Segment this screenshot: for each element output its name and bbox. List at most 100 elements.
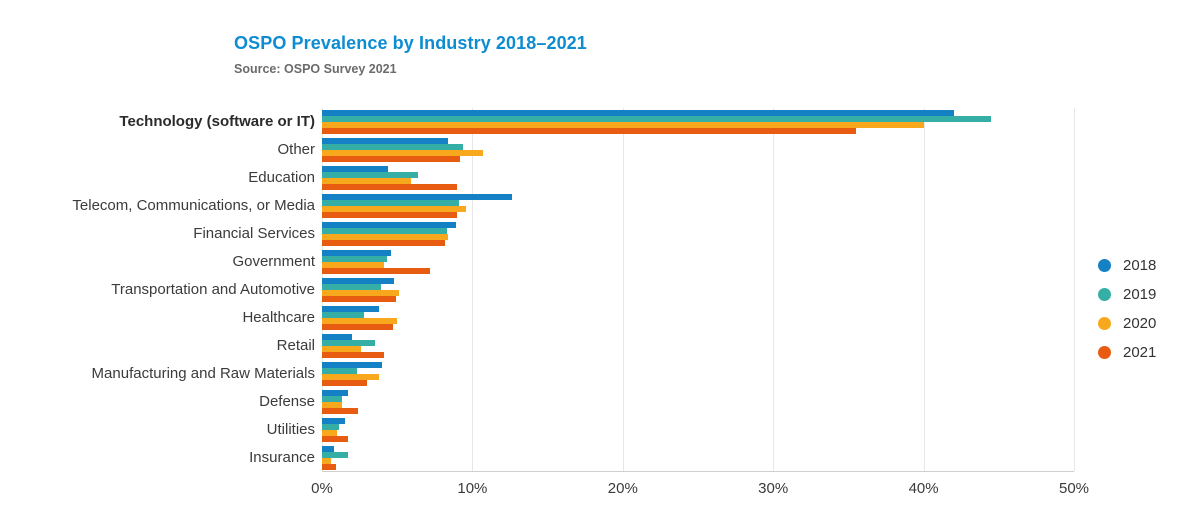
x-tick-label: 10% xyxy=(457,480,488,497)
bar-2021 xyxy=(322,380,368,386)
bar-group xyxy=(322,248,1074,276)
bar-group xyxy=(322,304,1074,332)
category-label: Transportation and Automotive xyxy=(111,281,315,298)
legend-swatch-icon xyxy=(1098,288,1111,301)
bar-2020 xyxy=(322,178,411,184)
bar-2021 xyxy=(322,324,393,330)
bar-2021 xyxy=(322,352,384,358)
bar-2021 xyxy=(322,184,458,190)
bar-2020 xyxy=(322,318,398,324)
legend-label: 2020 xyxy=(1123,315,1157,332)
bar-2021 xyxy=(322,296,396,302)
bar-2021 xyxy=(322,464,336,470)
category-label: Other xyxy=(277,141,315,158)
bar-2020 xyxy=(322,346,362,352)
bar-2019 xyxy=(322,116,992,122)
chart-title: OSPO Prevalence by Industry 2018–2021 xyxy=(234,33,587,53)
bar-group xyxy=(322,164,1074,192)
x-tick-label: 20% xyxy=(607,480,638,497)
category-label: Technology (software or IT) xyxy=(119,113,315,130)
bar-2018 xyxy=(322,362,383,368)
bar-2020 xyxy=(322,262,384,268)
bar-2021 xyxy=(322,408,359,414)
bar-rows xyxy=(322,108,1074,472)
bar-2018 xyxy=(322,334,353,340)
bar-2021 xyxy=(322,156,461,162)
bar-2018 xyxy=(322,166,389,172)
legend-item: 2018 xyxy=(1098,251,1156,280)
bar-2020 xyxy=(322,150,483,156)
x-tick-label: 50% xyxy=(1058,480,1090,497)
bar-2020 xyxy=(322,402,342,408)
bar-2019 xyxy=(322,312,365,318)
category-label: Financial Services xyxy=(193,225,315,242)
bar-group xyxy=(322,108,1074,136)
bar-2018 xyxy=(322,138,449,144)
gridline xyxy=(472,108,474,471)
bar-2018 xyxy=(322,110,954,116)
legend-swatch-icon xyxy=(1098,259,1111,272)
bar-2019 xyxy=(322,368,357,374)
bar-2021 xyxy=(322,128,856,134)
bar-2019 xyxy=(322,200,459,206)
legend-label: 2018 xyxy=(1123,257,1157,274)
legend-swatch-icon xyxy=(1098,346,1111,359)
gridline xyxy=(1074,108,1075,471)
bar-2018 xyxy=(322,278,395,284)
bar-group xyxy=(322,360,1074,388)
bar-2020 xyxy=(322,290,399,296)
gridline xyxy=(923,108,925,471)
bar-2019 xyxy=(322,228,447,234)
legend-label: 2019 xyxy=(1123,286,1157,303)
x-tick-label: 30% xyxy=(758,480,789,497)
bar-2020 xyxy=(322,374,380,380)
bar-2019 xyxy=(322,284,381,290)
bar-2020 xyxy=(322,234,449,240)
bar-2018 xyxy=(322,250,392,256)
bar-group xyxy=(322,416,1074,444)
plot-area xyxy=(322,108,1075,472)
bar-2018 xyxy=(322,390,348,396)
bar-2019 xyxy=(322,256,387,262)
category-label: Telecom, Communications, or Media xyxy=(72,197,315,214)
bar-2018 xyxy=(322,194,512,200)
bar-2018 xyxy=(322,418,345,424)
legend: 2018 2019 2020 2021 xyxy=(1098,251,1156,367)
bar-2020 xyxy=(322,430,338,436)
category-label: Insurance xyxy=(249,449,315,466)
legend-item: 2021 xyxy=(1098,338,1156,367)
bar-group xyxy=(322,136,1074,164)
x-tick-label: 0% xyxy=(311,480,333,497)
category-label: Retail xyxy=(276,337,315,354)
category-label: Education xyxy=(248,169,315,186)
bar-group xyxy=(322,332,1074,360)
bar-group xyxy=(322,276,1074,304)
bar-2020 xyxy=(322,122,924,128)
bar-2019 xyxy=(322,424,339,430)
bar-2019 xyxy=(322,144,464,150)
category-label: Utilities xyxy=(266,421,315,438)
category-label: Manufacturing and Raw Materials xyxy=(91,365,315,382)
bar-group xyxy=(322,192,1074,220)
chart-subtitle: Source: OSPO Survey 2021 xyxy=(234,62,397,76)
x-axis: 0% 10% 20% 30% 40% 50% xyxy=(311,480,1089,502)
gridline xyxy=(622,108,624,471)
category-label: Defense xyxy=(259,393,315,410)
bar-2020 xyxy=(322,206,467,212)
x-tick-label: 40% xyxy=(908,480,939,497)
bar-group xyxy=(322,444,1074,472)
bar-2021 xyxy=(322,268,431,274)
bar-2021 xyxy=(322,240,446,246)
bar-group xyxy=(322,220,1074,248)
legend-item: 2019 xyxy=(1098,280,1156,309)
bar-2018 xyxy=(322,306,380,312)
bar-2019 xyxy=(322,396,342,402)
bar-group xyxy=(322,388,1074,416)
legend-swatch-icon xyxy=(1098,317,1111,330)
bar-2018 xyxy=(322,446,335,452)
category-labels: Technology (software or IT) Other Educatio… xyxy=(30,108,315,472)
bar-2019 xyxy=(322,340,375,346)
bar-2020 xyxy=(322,458,332,464)
legend-label: 2021 xyxy=(1123,344,1157,361)
bar-2021 xyxy=(322,436,348,442)
